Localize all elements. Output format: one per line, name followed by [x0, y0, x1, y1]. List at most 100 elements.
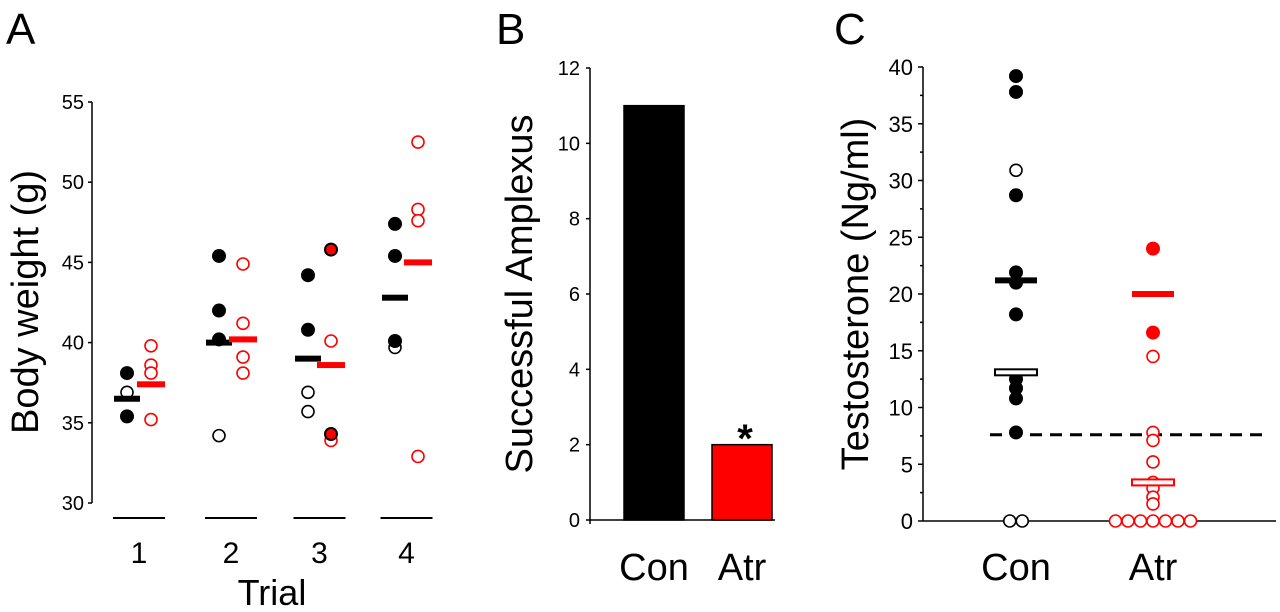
atrazine-open-point [236, 366, 250, 380]
atrazine-open-point [236, 257, 250, 271]
c-y-tick-label: 0 [901, 509, 913, 534]
control-filled-point [212, 303, 226, 318]
control-mean-bar [114, 395, 140, 402]
b-x-tick-label: Atr [718, 547, 767, 589]
atrazine-mean-bar [404, 259, 432, 266]
atrazine-open-point [1146, 497, 1160, 511]
atrazine-mean-bar [137, 381, 165, 388]
a-x-tick-label: 4 [398, 537, 415, 570]
bar-atr [711, 443, 773, 521]
b-y-tick-label: 12 [558, 58, 580, 80]
a-y-tick-label: 35 [62, 413, 84, 435]
control-filled-point [212, 248, 226, 263]
atrazine-open-point [144, 412, 158, 427]
c-x-tick-label: Atr [1129, 547, 1178, 589]
control-open-point [301, 385, 315, 400]
atrazine-filled-point [326, 429, 336, 440]
a-y-tick-label: 50 [62, 172, 84, 194]
c-x-tick-label: Con [981, 547, 1051, 589]
control-filled-point [1009, 381, 1023, 396]
b-y-tick-label: 8 [569, 209, 580, 231]
a-x-tick-label: 3 [311, 537, 328, 570]
b-y-tick-label: 4 [569, 359, 580, 381]
panel-label-b: B [496, 5, 525, 54]
panel-a: 30 35 40 45 50 55 1 2 3 4 [62, 92, 433, 570]
control-filled-point [1009, 391, 1023, 406]
control-filled-point [388, 248, 402, 263]
c-y-tick-label: 10 [889, 396, 913, 421]
control-filled-point [1009, 84, 1023, 99]
panel-b: 0 2 4 6 8 10 12 Con Atr [558, 58, 775, 589]
atrazine-open-point [411, 202, 425, 217]
a-xlabel: Trial [238, 572, 307, 612]
atrazine-filled-point [1146, 241, 1160, 256]
c-y-tick-label: 25 [889, 225, 913, 250]
b-ylabel: Successful Amplexus [499, 114, 541, 473]
a-y-tick-label: 45 [62, 252, 84, 274]
control-open-mean-bar [994, 368, 1038, 377]
control-filled-point [120, 366, 134, 381]
atrazine-open-point [1146, 514, 1160, 528]
atrazine-open-point [1146, 349, 1160, 364]
control-filled-point [388, 216, 402, 231]
c-y-tick-label: 15 [889, 339, 913, 364]
control-filled-mean-bar [995, 277, 1037, 284]
atrazine-filled-mean-bar [1132, 291, 1174, 297]
atrazine-open-point [411, 449, 425, 464]
control-open-point [1015, 514, 1030, 528]
atrazine-open-point [324, 334, 338, 348]
atrazine-open-point [1183, 514, 1198, 528]
atrazine-filled-point [1146, 325, 1160, 340]
atrazine-open-point [1133, 514, 1148, 528]
control-open-point [1009, 163, 1023, 178]
c-y-tick-label: 20 [889, 282, 913, 307]
c-y-tick-label: 40 [889, 55, 913, 80]
a-ylabel: Body weight (g) [5, 170, 47, 434]
control-filled-point [1009, 425, 1023, 440]
b-y-tick-label: 6 [569, 284, 580, 306]
control-filled-point [1009, 69, 1023, 84]
b-x-tick-label: Con [619, 547, 689, 589]
atrazine-open-point [1146, 433, 1160, 448]
atrazine-filled-point [326, 244, 336, 255]
control-filled-point [301, 268, 315, 283]
panel-label-a: A [6, 5, 36, 54]
atrazine-open-point [236, 350, 250, 364]
control-filled-point [1009, 265, 1023, 280]
control-mean-bar [206, 339, 232, 346]
c-y-tick-label: 35 [889, 112, 913, 137]
bar-con [623, 104, 685, 521]
b-y-tick-label: 2 [569, 435, 580, 457]
atrazine-open-point [1171, 514, 1185, 528]
control-filled-point [388, 333, 402, 348]
atrazine-open-point [411, 135, 425, 149]
atrazine-mean-bar [229, 336, 257, 343]
atrazine-open-point [1158, 514, 1173, 528]
panel-label-c: C [834, 5, 866, 54]
control-filled-point [120, 409, 134, 424]
a-x-tick-label: 2 [223, 537, 240, 570]
c-y-tick-label: 30 [889, 169, 913, 194]
b-y-tick-label: 0 [569, 510, 580, 532]
control-mean-bar [382, 294, 408, 301]
control-filled-point [301, 322, 315, 337]
b-y-tick-label: 10 [558, 133, 580, 155]
atrazine-open-mean-bar [1131, 478, 1175, 487]
control-filled-point [1009, 307, 1023, 322]
a-y-tick-label: 30 [62, 493, 84, 515]
a-y-tick-label: 40 [62, 333, 84, 355]
atrazine-mean-bar [317, 362, 345, 369]
control-open-point [212, 428, 226, 443]
control-mean-bar [295, 355, 321, 362]
a-x-tick-label: 1 [131, 537, 148, 570]
atrazine-open-point [144, 339, 158, 353]
atrazine-open-point [1146, 455, 1160, 469]
control-open-point [301, 404, 315, 419]
atrazine-open-point [236, 316, 250, 331]
atrazine-open-point [411, 213, 425, 228]
atrazine-open-point [1108, 514, 1123, 528]
atrazine-open-point [144, 366, 158, 380]
atrazine-open-point [1121, 514, 1135, 528]
control-filled-point [1009, 188, 1023, 203]
